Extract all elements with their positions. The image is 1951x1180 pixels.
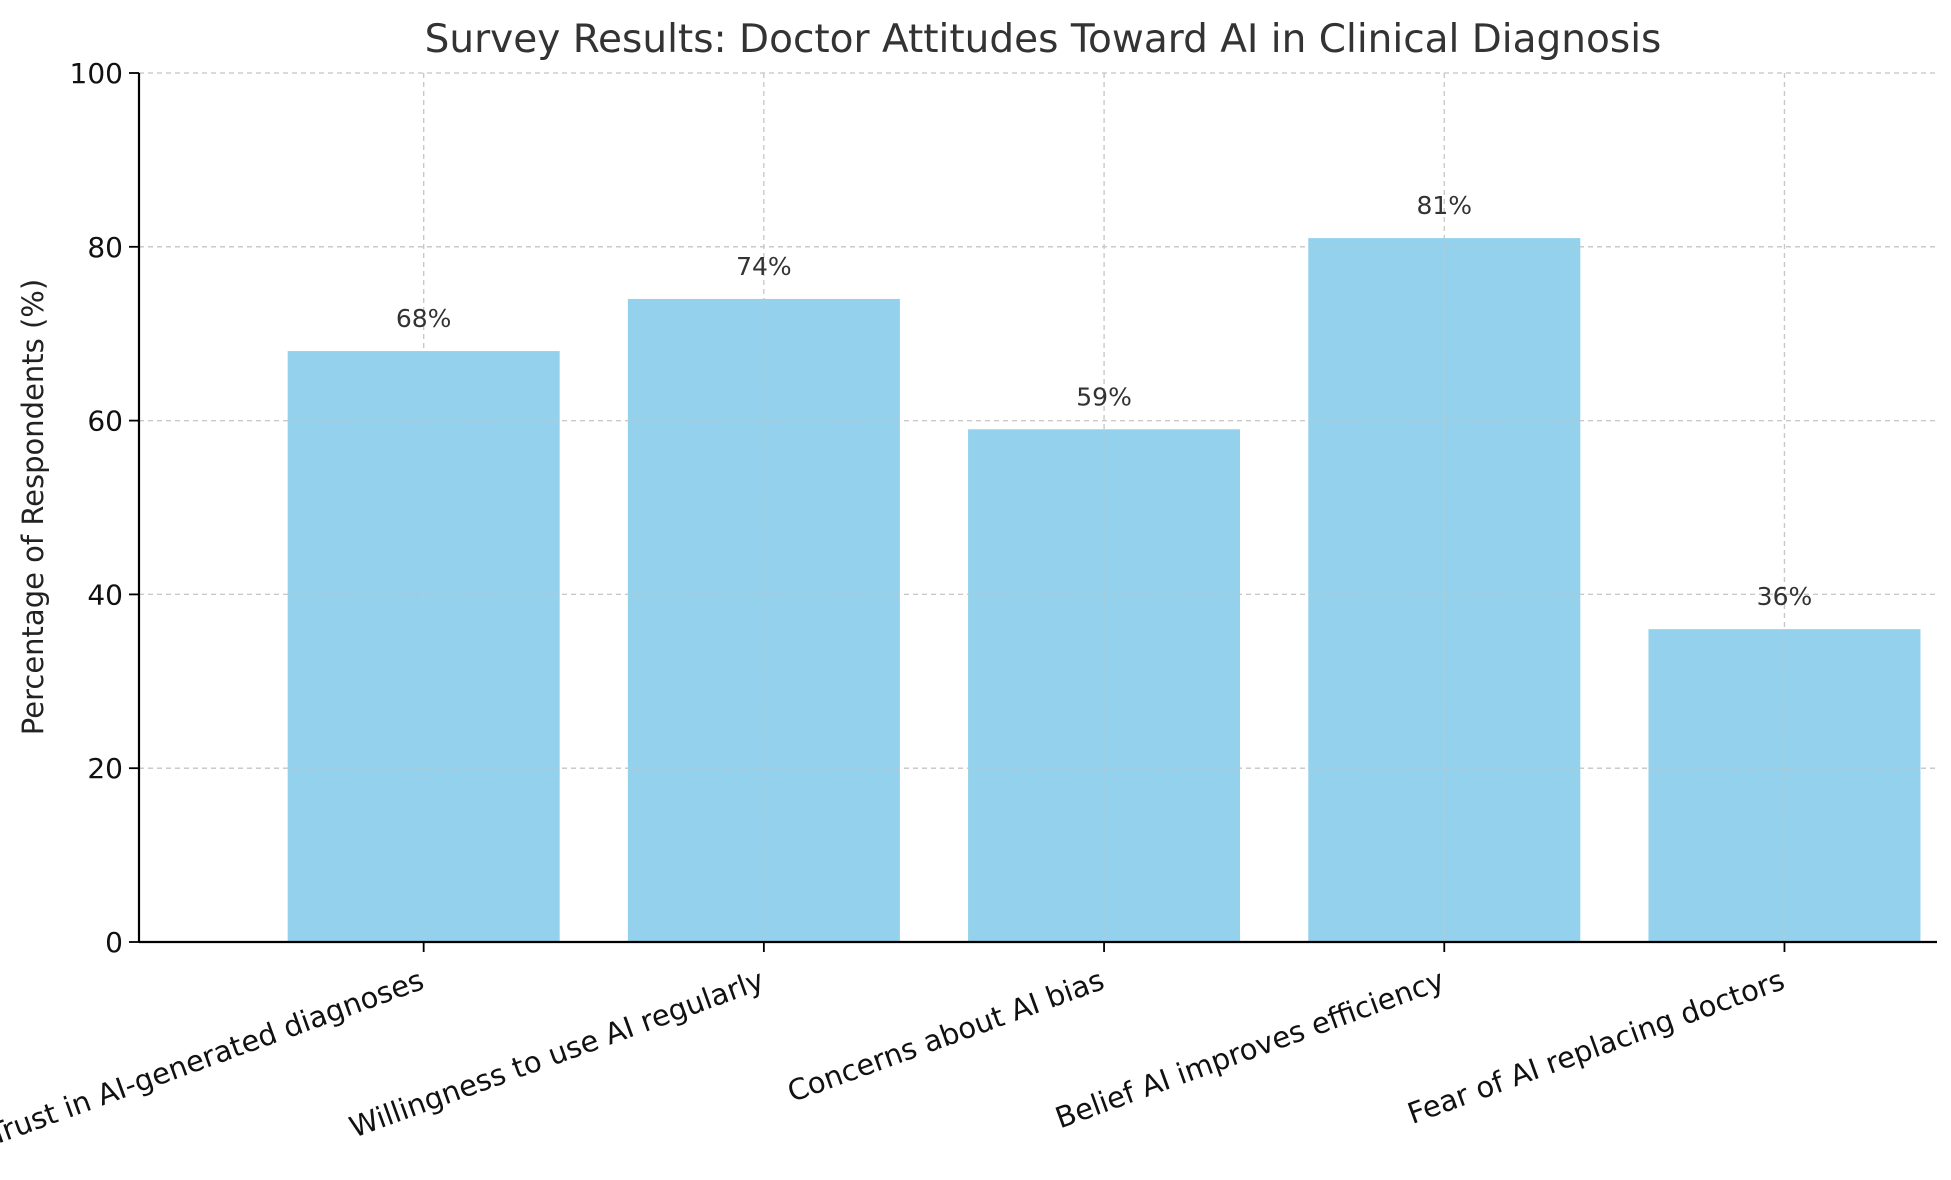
y-tick-label: 40 — [87, 578, 123, 611]
y-tick-label: 100 — [70, 57, 123, 90]
y-tick-label: 20 — [87, 752, 123, 785]
value-label: 68% — [396, 304, 452, 333]
y-tick-label: 60 — [87, 405, 123, 438]
axes — [137, 73, 1937, 944]
y-tick-label: 80 — [87, 231, 123, 264]
y-axis-ticks: 0 20 40 60 80 100 — [70, 57, 139, 959]
chart-title: Survey Results: Doctor Attitudes Toward … — [425, 17, 1662, 62]
bar — [1308, 238, 1581, 943]
bar — [287, 351, 560, 943]
y-axis-label: Percentage of Respondents (%) — [16, 279, 50, 735]
value-label: 36% — [1757, 582, 1813, 611]
value-label: 74% — [736, 252, 792, 281]
value-label: 59% — [1076, 382, 1132, 411]
x-tick-label: Belief AI improves efficiency — [1051, 963, 1449, 1136]
value-labels: 68% 74% 59% 81% 36% — [396, 191, 1812, 611]
value-label: 81% — [1416, 191, 1472, 220]
x-tick-label: Fear of AI replacing doctors — [1403, 963, 1789, 1131]
bars — [287, 238, 1921, 943]
bar — [1648, 629, 1921, 942]
y-tick-label: 0 — [105, 926, 123, 959]
x-axis-ticks: Trust in AI-generated diagnosesWillingne… — [0, 942, 1789, 1152]
x-tick-label: Concerns about AI bias — [783, 963, 1109, 1109]
bar — [968, 429, 1241, 942]
grid-lines — [139, 72, 1937, 942]
bar — [627, 298, 900, 942]
